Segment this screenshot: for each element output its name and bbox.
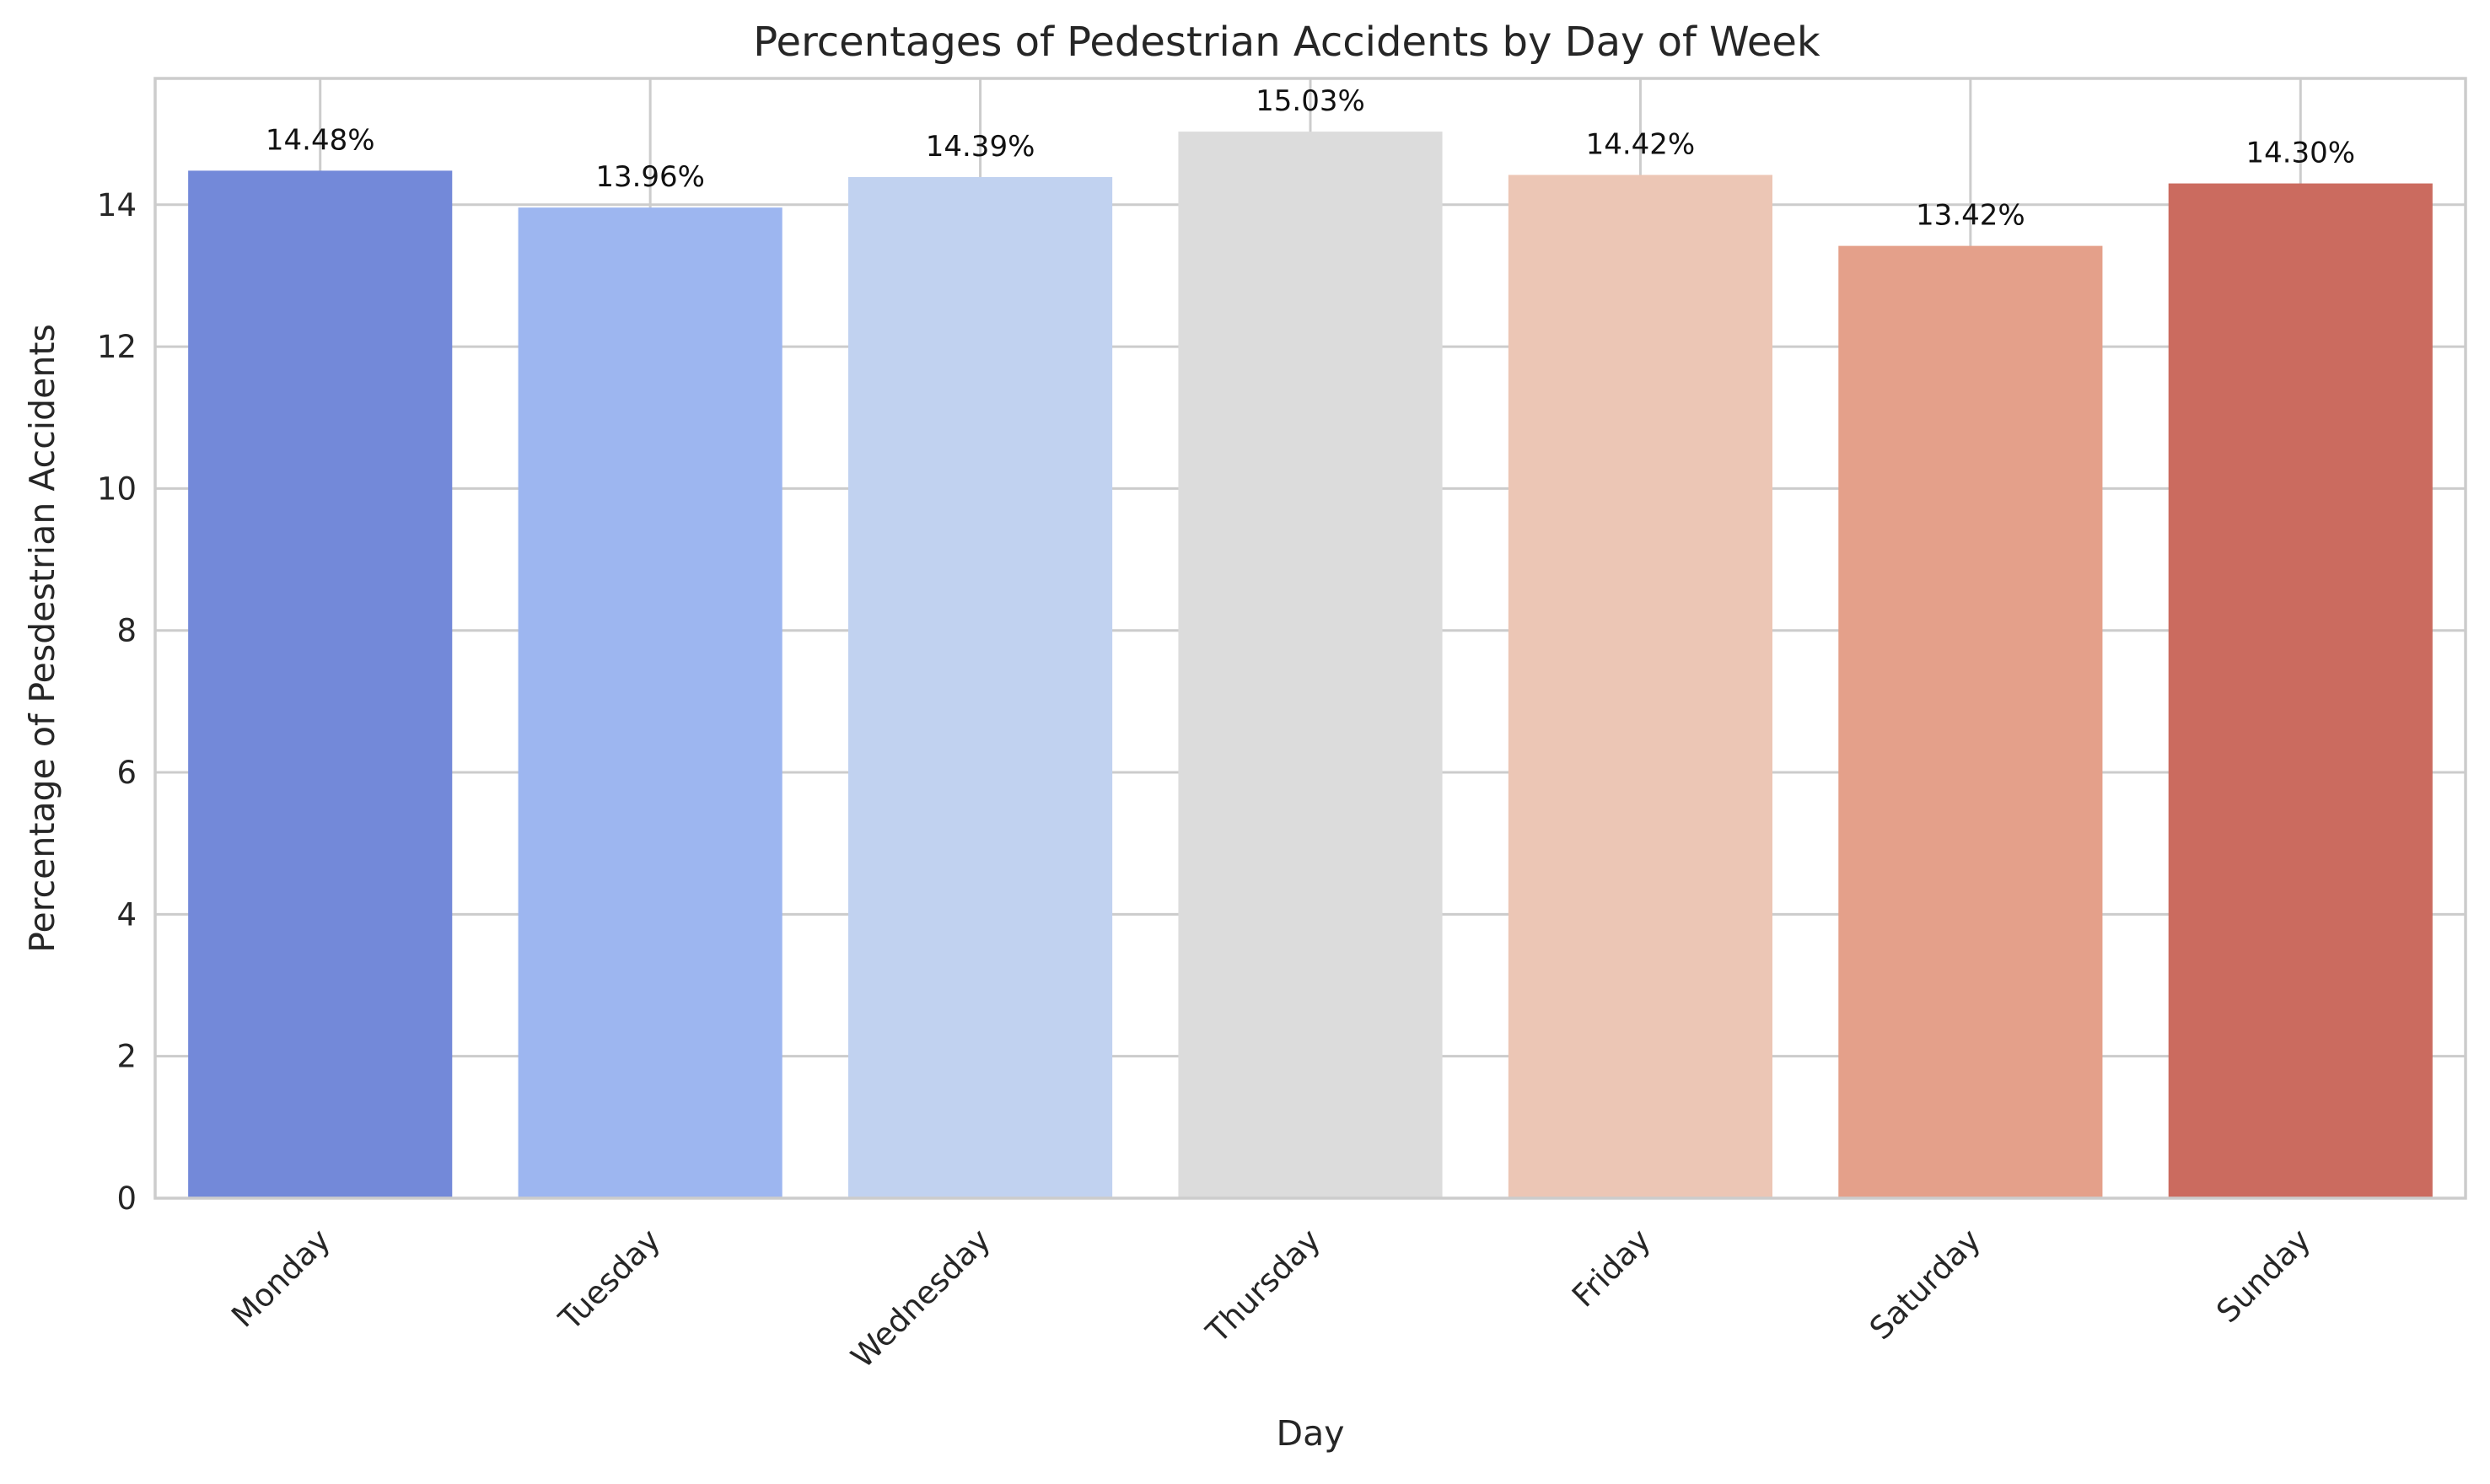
bars [188,132,2433,1199]
y-tick-label: 4 [116,896,137,933]
data-label-tuesday: 13.96% [595,160,705,194]
bar-tuesday [518,207,782,1199]
y-tick-label: 6 [116,755,137,791]
bar-saturday [1838,245,2103,1199]
x-axis-label: Day [1277,1413,1345,1454]
data-label-friday: 14.42% [1586,127,1696,161]
data-label-monday: 14.48% [266,123,375,157]
plot-frame [153,77,2467,1200]
y-tick-label: 0 [116,1180,137,1217]
data-label-saturday: 13.42% [1916,199,2025,233]
data-labels: 14.48% 13.96% 14.39% 15.03% 14.42% 13.42% 14.3… [266,84,2355,232]
bar-friday [1508,175,1772,1198]
data-label-sunday: 14.30% [2245,137,2355,170]
chart-title: Percentages of Pedestrian Accidents by D… [753,19,1820,66]
bar-sunday [2168,183,2433,1198]
bar-thursday [1178,132,1443,1198]
data-label-wednesday: 14.39% [926,130,1035,164]
data-label-thursday: 15.03% [1256,84,1365,118]
bar-monday [188,170,453,1199]
y-tick-label: 2 [116,1039,137,1075]
y-tick-label: 12 [97,329,137,365]
bar-wednesday [848,176,1113,1198]
y-tick-labels: 0 2 4 6 8 10 12 14 [97,187,137,1217]
y-tick-label: 10 [97,470,137,507]
y-tick-label: 14 [97,187,137,223]
y-axis-label: Percentage of Pesdestrian Accidents [22,324,62,953]
y-tick-label: 8 [116,613,137,649]
